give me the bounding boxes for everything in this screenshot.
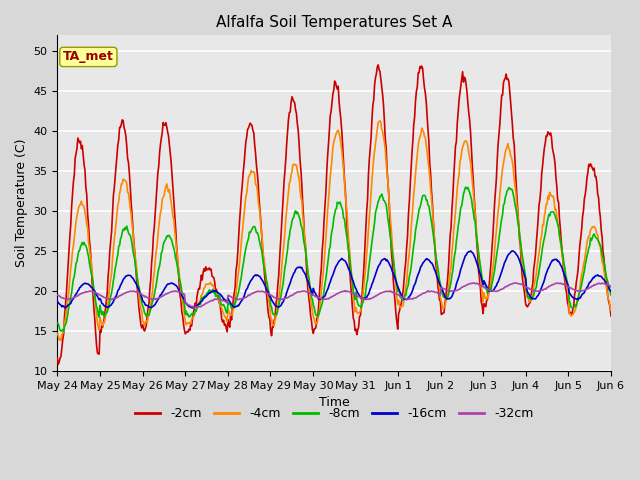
Y-axis label: Soil Temperature (C): Soil Temperature (C) (15, 139, 28, 267)
Text: TA_met: TA_met (63, 50, 114, 63)
Legend: -2cm, -4cm, -8cm, -16cm, -32cm: -2cm, -4cm, -8cm, -16cm, -32cm (130, 402, 538, 425)
Title: Alfalfa Soil Temperatures Set A: Alfalfa Soil Temperatures Set A (216, 15, 452, 30)
X-axis label: Time: Time (319, 396, 349, 409)
